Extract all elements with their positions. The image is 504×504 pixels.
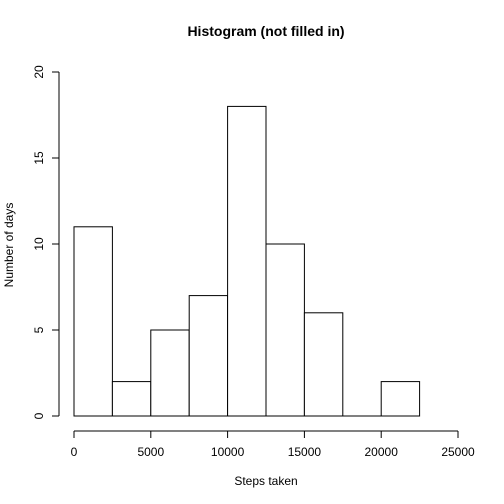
bars-group — [73, 105, 421, 417]
histogram-bar-5 — [265, 243, 305, 417]
x-tick-label-5: 25000 — [441, 445, 475, 459]
x-tick-label-2: 10000 — [211, 445, 245, 459]
y-axis-label: Number of days — [2, 203, 16, 288]
chart-title: Histogram (not filled in) — [187, 23, 344, 39]
x-axis: 0 5000 10000 15000 20000 25000 — [71, 430, 475, 459]
y-tick-label-3: 15 — [32, 151, 46, 165]
y-tick-label-2: 10 — [32, 237, 46, 251]
y-tick-label-1: 5 — [32, 326, 46, 333]
y-axis: 0 5 10 15 20 — [32, 65, 60, 419]
x-tick-label-4: 20000 — [365, 445, 399, 459]
histogram-bar-4 — [227, 105, 267, 417]
x-tick-label-1: 5000 — [137, 445, 164, 459]
histogram-bar-8 — [380, 381, 421, 417]
y-tick-label-0: 0 — [32, 412, 46, 419]
x-axis-label: Steps taken — [234, 474, 297, 488]
x-tick-label-0: 0 — [71, 445, 78, 459]
histogram-bar-0 — [73, 226, 113, 417]
histogram-bar-6 — [303, 312, 344, 417]
histogram-bar-3 — [188, 295, 229, 417]
y-tick-label-4: 20 — [32, 65, 46, 79]
x-tick-label-3: 15000 — [288, 445, 322, 459]
histogram-bar-2 — [150, 329, 190, 417]
histogram-bar-1 — [111, 381, 152, 417]
